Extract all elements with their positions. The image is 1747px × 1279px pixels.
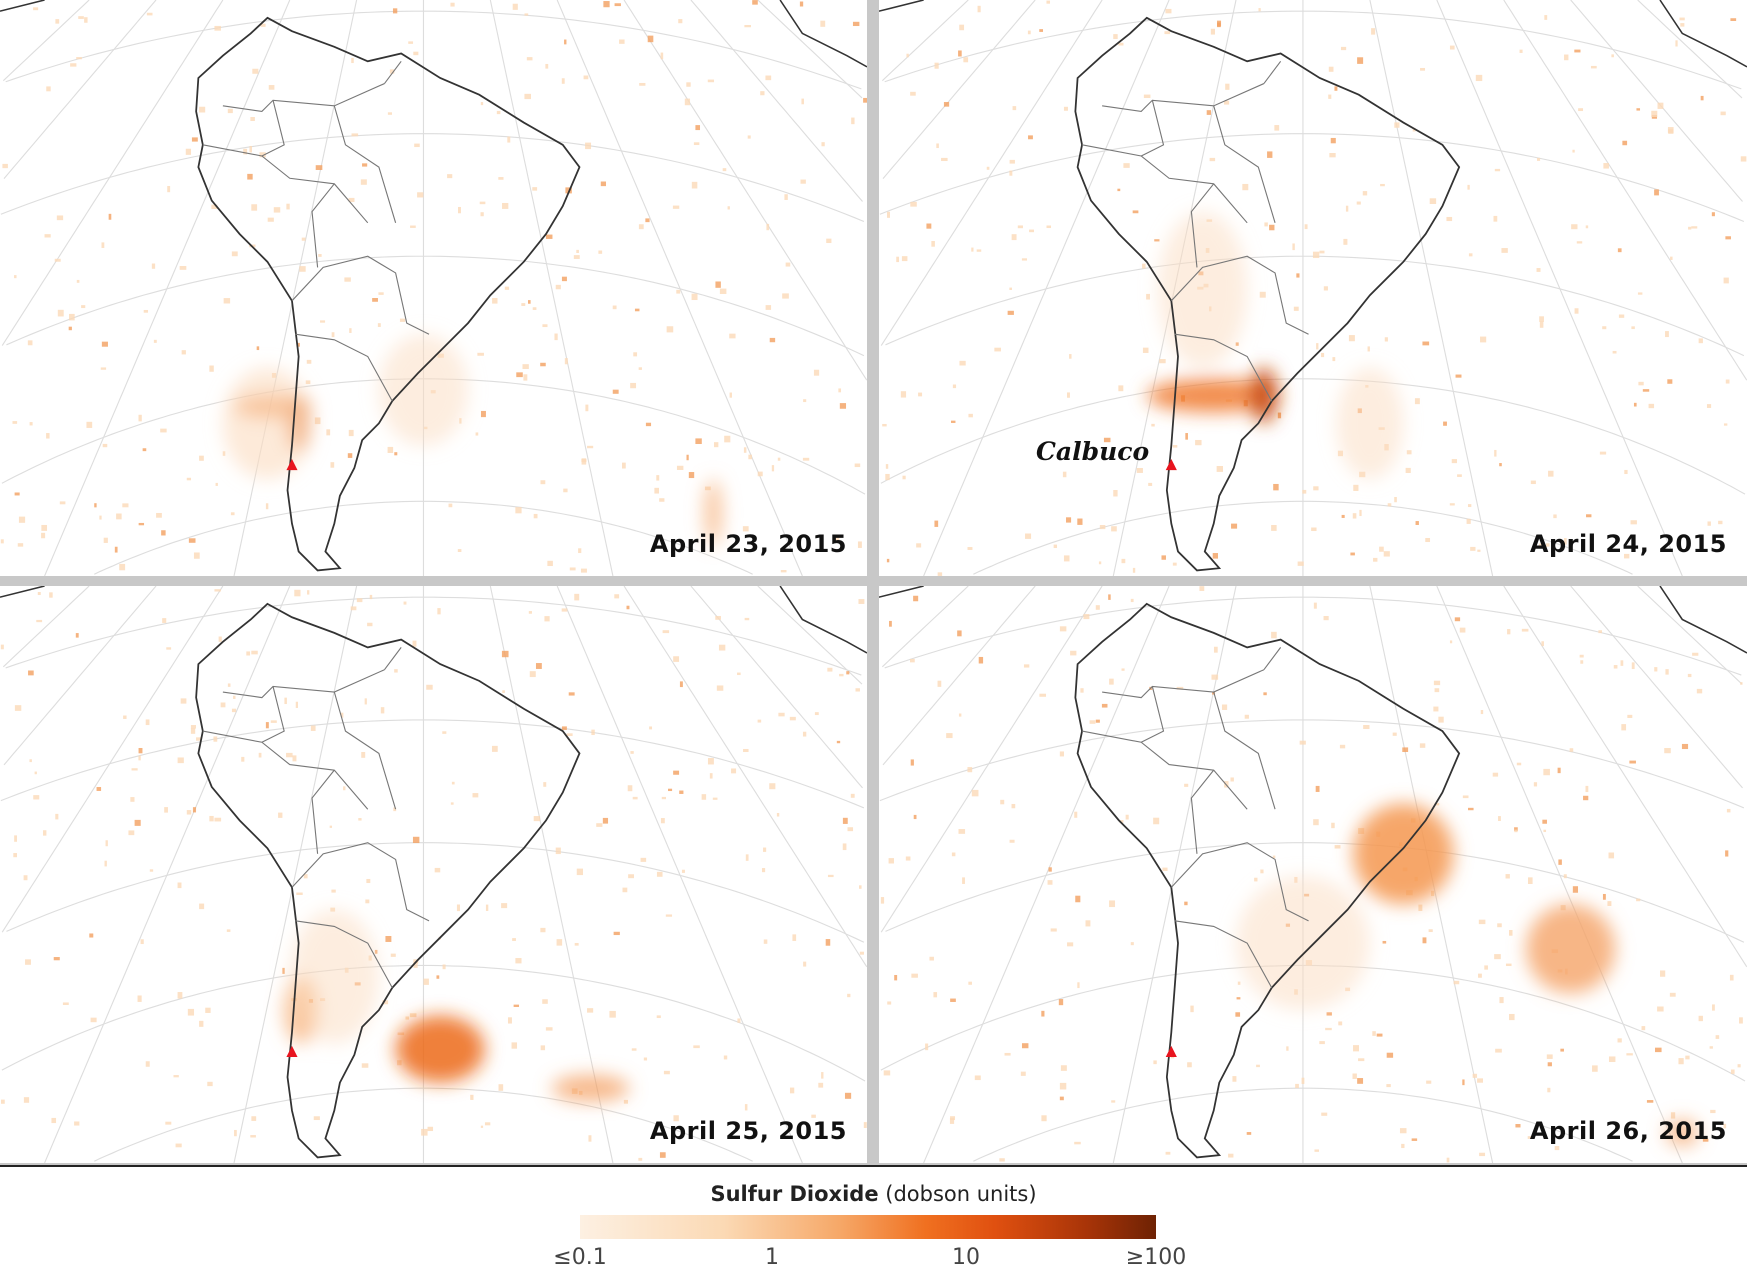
map-figure: April 23, 2015 Calbuco April 24, 2015 Ap… (0, 0, 1747, 1165)
so2-background-speckle (0, 0, 867, 573)
map-canvas (0, 0, 867, 576)
legend-title-bold: Sulfur Dioxide (710, 1182, 879, 1206)
legend-tick: 10 (952, 1245, 980, 1270)
legend-units: (dobson units) (885, 1182, 1037, 1206)
color-legend: Sulfur Dioxide (dobson units) ≤0.1 1 10 … (0, 1165, 1747, 1279)
so2-plume (1236, 803, 1700, 1147)
central-america-coastline (879, 0, 924, 12)
country-borders (1081, 60, 1309, 402)
so2-plume (284, 909, 630, 1102)
south-america-coastline (195, 16, 581, 572)
legend-tick: ≤0.1 (553, 1245, 607, 1270)
south-america-coastline (1074, 16, 1461, 572)
panel-date: April 23, 2015 (649, 530, 847, 558)
map-panel-april-24: Calbuco April 24, 2015 (879, 0, 1747, 576)
south-america-coastline (195, 602, 581, 1159)
panel-date: April 25, 2015 (649, 1117, 847, 1145)
central-america-coastline (0, 586, 45, 598)
so2-background-speckle (880, 586, 1743, 1163)
so2-plume (222, 334, 723, 546)
legend-tick: ≥100 (1125, 1245, 1187, 1270)
legend-tick: 1 (765, 1245, 779, 1270)
panel-date: April 24, 2015 (1529, 530, 1727, 558)
map-panel-april-23: April 23, 2015 (0, 0, 867, 576)
map-canvas (879, 586, 1747, 1163)
so2-plume (1146, 211, 1404, 480)
graticule (0, 586, 867, 1163)
volcano-marker-icon (286, 459, 298, 471)
map-canvas (879, 0, 1747, 576)
africa-coastline (1659, 0, 1747, 68)
central-america-coastline (0, 0, 45, 12)
panel-date: April 26, 2015 (1529, 1117, 1727, 1145)
africa-coastline (779, 0, 867, 68)
volcano-marker-icon (1165, 1045, 1177, 1057)
volcano-label: Calbuco (1036, 437, 1150, 466)
africa-coastline (1659, 586, 1747, 654)
so2-background-speckle (0, 589, 867, 1161)
graticule (879, 586, 1747, 1163)
graticule (879, 0, 1747, 576)
volcano-marker-icon (286, 1045, 298, 1057)
south-america-coastline (1074, 602, 1461, 1159)
map-panel-april-26: April 26, 2015 (879, 586, 1747, 1163)
graticule (0, 0, 867, 576)
map-panel-april-25: April 25, 2015 (0, 586, 867, 1163)
volcano-marker-icon (1165, 459, 1177, 471)
legend-title: Sulfur Dioxide (dobson units) (0, 1182, 1747, 1206)
country-borders (202, 647, 430, 989)
country-borders (202, 60, 430, 402)
africa-coastline (779, 586, 867, 654)
map-canvas (0, 586, 867, 1163)
so2-background-speckle (882, 0, 1747, 576)
color-scale-bar (580, 1215, 1156, 1239)
country-borders (1081, 647, 1309, 989)
central-america-coastline (879, 586, 924, 598)
